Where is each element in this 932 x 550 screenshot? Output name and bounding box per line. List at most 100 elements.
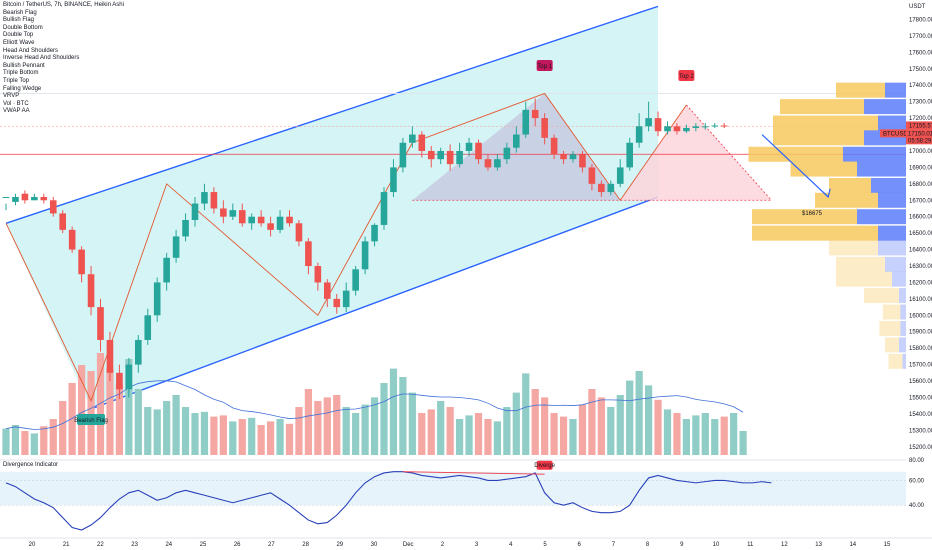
date-tick: 8 (646, 542, 650, 548)
price-tick: 80.00 (909, 458, 925, 464)
price-tick: 16000.00 (909, 313, 932, 319)
volume-bar (163, 401, 171, 455)
target-price-label: $16675 (802, 211, 823, 217)
channel-upper-line (5, 5, 659, 224)
price-tick: 15300.00 (909, 428, 932, 434)
date-tick: 20 (29, 542, 36, 548)
candle-body (238, 210, 246, 224)
volume-bar (295, 407, 303, 455)
legend-item[interactable]: Elliott Wave (3, 39, 35, 46)
volume-bar (144, 407, 152, 455)
candle-body (503, 147, 511, 160)
legend-item[interactable]: Falling Wedge (3, 85, 42, 92)
date-tick: 5 (543, 542, 547, 548)
legend-item[interactable]: Head And Shoulders (3, 47, 59, 54)
vrvp-bar (857, 161, 906, 177)
oscillator-band (0, 471, 906, 506)
volume-bar (361, 404, 369, 455)
volume-bar (531, 389, 539, 455)
price-tick: 15900.00 (909, 330, 932, 336)
candle-body (314, 266, 322, 283)
volume-bar (106, 368, 114, 455)
candle-body (220, 208, 227, 217)
date-tick: 26 (234, 542, 241, 548)
volume-bar (484, 419, 492, 455)
vrvp-bar (885, 82, 906, 98)
candle-body (163, 257, 170, 283)
volume-bar (342, 407, 350, 455)
legend-item[interactable]: Bullish Pennant (3, 62, 45, 69)
volume-bar (248, 417, 256, 455)
vrvp-bar (902, 353, 906, 369)
candle-body (711, 125, 719, 127)
volume-bar (210, 416, 218, 455)
volume-bar (541, 397, 549, 455)
vrvp-bar (773, 115, 878, 131)
vrvp-bar (900, 320, 906, 336)
price-tick: 17500.00 (909, 67, 932, 73)
legend-item[interactable]: Bullish Flag (3, 17, 35, 24)
chart-title: Bitcoin / TetherUS, 7h, BINANCE, Heikin … (3, 2, 124, 8)
volume-bar (304, 389, 312, 455)
price-tick: 16700.00 (909, 198, 932, 204)
volume-bar (597, 397, 605, 455)
indicator-legend: Bitcoin / TetherUS, 7h, BINANCE, Heikin … (3, 2, 124, 116)
legend-item[interactable]: Double Top (3, 32, 34, 39)
price-tick: 15800.00 (909, 346, 932, 352)
price-tick: 17000.00 (909, 149, 932, 155)
date-tick: 27 (268, 542, 275, 548)
legend-item[interactable]: VWAP AA (3, 108, 30, 115)
candle-body (645, 118, 652, 127)
oscillator-label: Divergence Indicator (3, 462, 59, 468)
candle-body (598, 183, 605, 193)
candle-body (673, 126, 681, 132)
vrvp-bar (857, 209, 906, 225)
volume-bar (588, 389, 596, 455)
channel-lower-line (90, 196, 659, 410)
candle-body (135, 339, 142, 365)
bearish-flag-label-box (77, 414, 106, 425)
volume-bar (474, 413, 483, 455)
volume-bar (49, 419, 57, 455)
candle-body (588, 167, 596, 184)
price-tick: 16900.00 (909, 165, 932, 171)
legend-item[interactable]: Triple Bottom (3, 70, 39, 77)
date-tick: 21 (63, 542, 70, 548)
price-tick: 17700.00 (909, 34, 932, 40)
candle-body (399, 142, 407, 168)
volume-bar (68, 383, 76, 455)
date-tick: 2 (441, 542, 445, 548)
legend-item[interactable]: Inverse Head And Shoulders (3, 55, 80, 62)
date-tick: 29 (336, 542, 343, 548)
candle-body (569, 154, 577, 160)
candle-body (342, 290, 350, 308)
currency-label: USDT (909, 4, 926, 10)
volume-bar (578, 404, 587, 455)
candle-body (106, 339, 114, 373)
zigzag-pattern (5, 92, 687, 402)
legend-item[interactable]: Double Bottom (3, 24, 43, 31)
upper-price-tag (906, 121, 932, 130)
volume-bar (673, 413, 681, 455)
double-top-2-fill (620, 104, 772, 201)
candle-body (654, 118, 662, 132)
price-tick: 16600.00 (909, 215, 932, 221)
legend-item[interactable]: VRVP (3, 93, 20, 100)
diverge-label: Diverge (534, 463, 555, 469)
legend-item[interactable]: Vol · BTC (3, 100, 29, 107)
legend-item[interactable]: Triple Top (3, 77, 30, 84)
pattern-dotted (686, 104, 772, 201)
volume-bar (40, 426, 48, 455)
volume-bar (380, 383, 388, 455)
volume-bar (125, 359, 133, 455)
volume-bar (437, 401, 445, 455)
legend-item[interactable]: Bearish Flag (3, 9, 37, 16)
price-tick: 15700.00 (909, 363, 932, 369)
volume-bar (153, 409, 161, 455)
volume-bar (427, 409, 435, 455)
volume-bar (493, 421, 501, 455)
candle-body (352, 269, 359, 291)
date-tick: 13 (815, 542, 822, 548)
price-tick: 16100.00 (909, 297, 932, 303)
